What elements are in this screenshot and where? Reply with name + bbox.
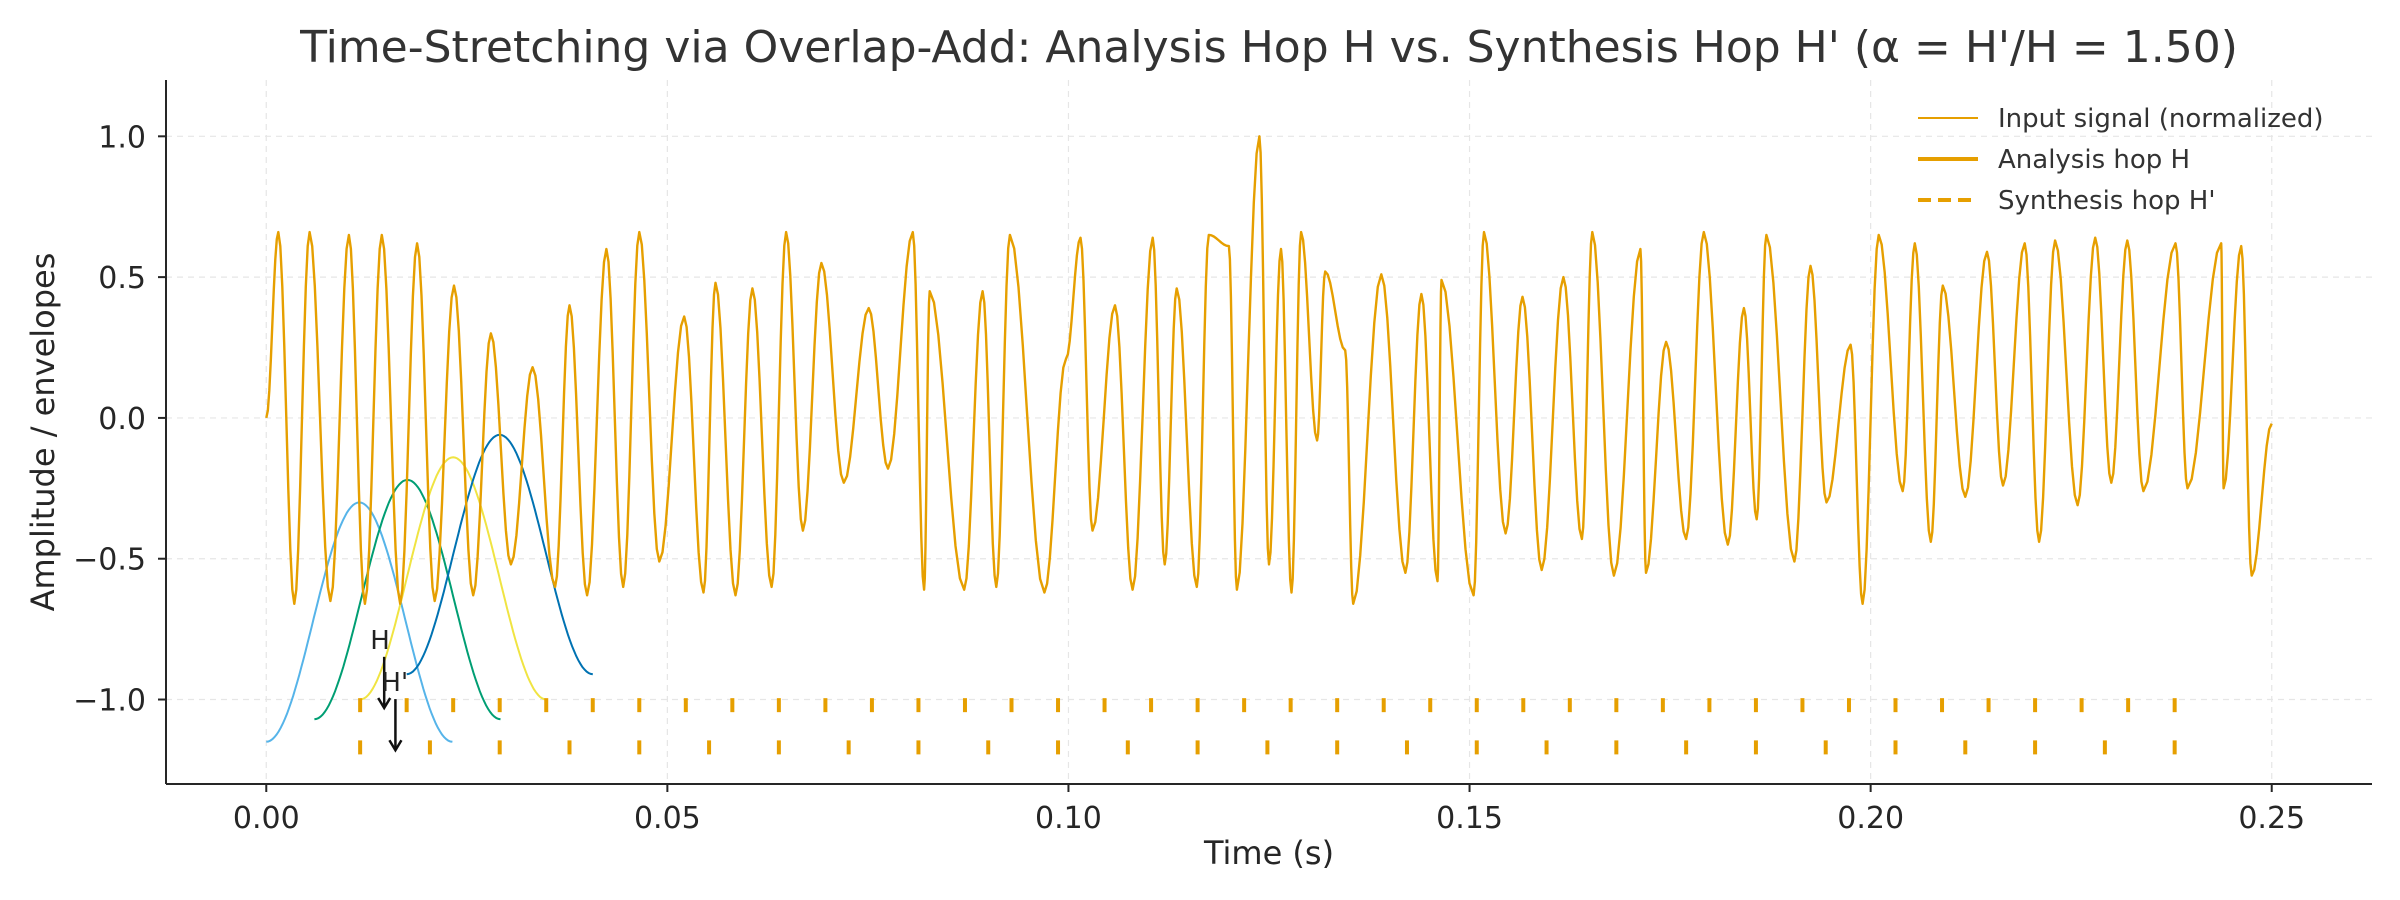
hop-annotation-label: H	[370, 626, 390, 656]
x-tick-label: 0.10	[1035, 801, 1102, 836]
y-tick-label: −1.0	[73, 684, 146, 719]
window-envelope	[359, 456, 547, 701]
y-tick-label: 0.5	[98, 261, 146, 296]
window-envelope	[406, 433, 593, 676]
y-tick-label: 0.0	[98, 402, 146, 437]
x-tick-label: 0.20	[1837, 801, 1904, 836]
ticks: 0.00 0.05 0.10 0.15 0.20 0.25 1.0 0.5 0.0 −0.5 −1.…	[73, 120, 2305, 836]
x-tick-label: 0.05	[634, 801, 701, 836]
input-signal-line	[265, 135, 2273, 605]
hop-annotation-arrowhead	[377, 697, 392, 711]
annotations: H H'	[370, 626, 408, 753]
x-tick-label: 0.15	[1436, 801, 1503, 836]
x-tick-label: 0.00	[233, 801, 300, 836]
x-tick-label: 0.25	[2238, 801, 2305, 836]
legend-label-analysis: Analysis hop H	[1998, 145, 2190, 175]
y-tick-label: −0.5	[73, 543, 146, 578]
hop-markers	[358, 698, 2177, 755]
axes	[165, 80, 2372, 785]
y-axis-title: Amplitude / envelopes	[24, 253, 62, 612]
legend: Input signal (normalized) Analysis hop H…	[1918, 104, 2324, 216]
hop-annotation-label: H'	[381, 668, 408, 698]
legend-label-signal: Input signal (normalized)	[1998, 104, 2324, 134]
legend-label-synthesis: Synthesis hop H'	[1998, 186, 2215, 216]
signal-layer	[265, 135, 2273, 605]
hop-annotation-arrowhead	[388, 739, 403, 753]
chart-title: Time-Stretching via Overlap-Add: Analysi…	[299, 22, 2238, 73]
x-axis-title: Time (s)	[1203, 834, 1334, 872]
grid	[166, 80, 2372, 784]
y-tick-label: 1.0	[98, 120, 146, 155]
